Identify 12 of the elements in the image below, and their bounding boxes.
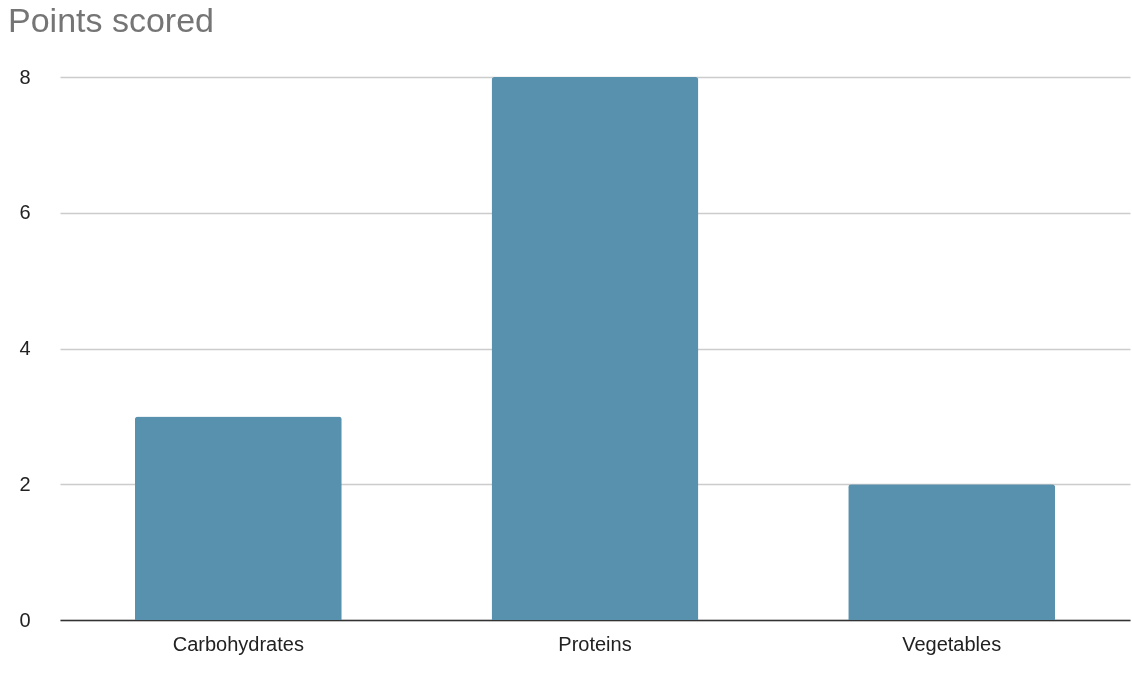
x-tick-label: Vegetables — [902, 632, 1002, 655]
bar — [848, 484, 1056, 620]
x-tick-label: Proteins — [558, 632, 632, 655]
y-tick-label: 2 — [19, 472, 31, 495]
bar — [134, 416, 342, 620]
bar — [491, 77, 699, 620]
chart-title: Points scored — [8, 1, 214, 39]
y-tick-label: 0 — [19, 608, 31, 631]
x-tick-label: Carbohydrates — [172, 632, 304, 655]
y-tick-label: 6 — [19, 201, 31, 224]
y-tick-label: 8 — [19, 65, 31, 88]
y-tick-label: 4 — [19, 337, 31, 359]
